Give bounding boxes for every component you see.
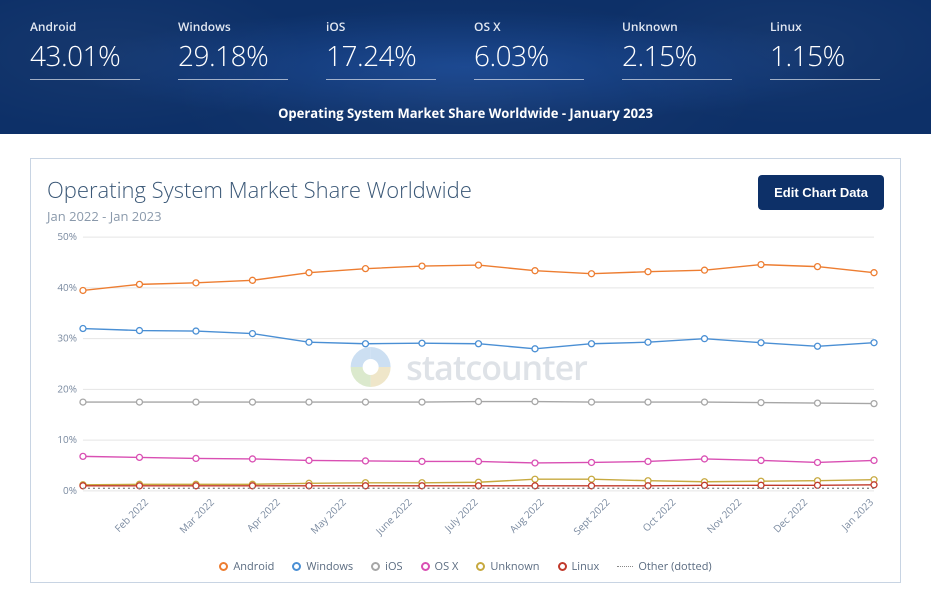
legend-line-icon [617, 566, 633, 567]
svg-text:Jan 2023: Jan 2023 [837, 495, 876, 534]
stat-label: Windows [178, 18, 288, 35]
legend-label: Unknown [490, 559, 539, 574]
stat-label: iOS [326, 18, 436, 35]
stat-value: 29.18% [178, 37, 288, 80]
svg-text:0%: 0% [63, 483, 77, 497]
chart-header: Operating System Market Share Worldwide … [47, 175, 884, 225]
svg-text:10%: 10% [57, 432, 77, 446]
legend-label: Linux [572, 559, 600, 574]
legend-marker-icon [476, 562, 485, 571]
stat-label: Unknown [622, 18, 732, 35]
chart-plot-area: 0% 10% 20% 30% 40% 50% Feb 2022 Mar 2022 Apr 202… [47, 233, 884, 553]
stats-row: Android 43.01% Windows 29.18% iOS 17.24% OS X 6… [30, 18, 901, 80]
svg-text:20%: 20% [57, 381, 77, 395]
stat-item: Linux 1.15% [770, 18, 880, 80]
stat-value: 6.03% [474, 37, 584, 80]
stat-value: 1.15% [770, 37, 880, 80]
content-area: Operating System Market Share Worldwide … [0, 134, 931, 593]
legend-label: Other (dotted) [638, 559, 711, 574]
chart-title: Operating System Market Share Worldwide [47, 175, 472, 205]
svg-text:Apr 2022: Apr 2022 [243, 495, 283, 535]
stat-item: Android 43.01% [30, 18, 140, 80]
legend-label: iOS [385, 559, 402, 574]
svg-text:June 2022: June 2022 [372, 495, 415, 538]
legend-label: Android [233, 559, 274, 574]
legend-item[interactable]: Android [219, 559, 274, 574]
stat-item: Unknown 2.15% [622, 18, 732, 80]
stat-label: Linux [770, 18, 880, 35]
hero-title: Operating System Market Share Worldwide … [30, 104, 901, 122]
legend-item[interactable]: Windows [292, 559, 353, 574]
svg-text:Nov 2022: Nov 2022 [703, 495, 744, 536]
legend-marker-icon [219, 562, 228, 571]
svg-text:Oct 2022: Oct 2022 [639, 495, 678, 534]
svg-text:Dec 2022: Dec 2022 [770, 495, 811, 536]
legend-item[interactable]: Other (dotted) [617, 559, 711, 574]
legend-item[interactable]: iOS [371, 559, 402, 574]
legend-marker-icon [558, 562, 567, 571]
stat-item: iOS 17.24% [326, 18, 436, 80]
stat-value: 43.01% [30, 37, 140, 80]
svg-text:May 2022: May 2022 [307, 495, 349, 537]
legend-item[interactable]: Linux [558, 559, 600, 574]
legend-label: Windows [306, 559, 353, 574]
legend-item[interactable]: OS X [421, 559, 459, 574]
svg-text:Mar 2022: Mar 2022 [176, 495, 217, 536]
svg-text:Feb 2022: Feb 2022 [111, 495, 151, 535]
hero-banner: Android 43.01% Windows 29.18% iOS 17.24% OS X 6… [0, 0, 931, 134]
stat-item: OS X 6.03% [474, 18, 584, 80]
stat-value: 2.15% [622, 37, 732, 80]
stat-label: OS X [474, 18, 584, 35]
legend-marker-icon [371, 562, 380, 571]
chart-card: Operating System Market Share Worldwide … [30, 158, 901, 583]
edit-chart-button[interactable]: Edit Chart Data [758, 175, 884, 210]
legend-label: OS X [435, 559, 459, 574]
svg-text:40%: 40% [57, 280, 77, 294]
chart-legend: Android Windows iOS OS X Unknown Linux Other (… [47, 559, 884, 574]
chart-subtitle: Jan 2022 - Jan 2023 [47, 207, 472, 225]
stat-value: 17.24% [326, 37, 436, 80]
legend-marker-icon [421, 562, 430, 571]
svg-text:50%: 50% [57, 233, 77, 243]
svg-text:Sept 2022: Sept 2022 [570, 495, 613, 538]
stat-label: Android [30, 18, 140, 35]
svg-text:Aug 2022: Aug 2022 [506, 495, 547, 536]
legend-marker-icon [292, 562, 301, 571]
svg-text:July 2022: July 2022 [441, 495, 481, 535]
legend-item[interactable]: Unknown [476, 559, 539, 574]
svg-text:30%: 30% [57, 331, 77, 345]
chart-svg: 0% 10% 20% 30% 40% 50% Feb 2022 Mar 2022 Apr 202… [47, 233, 884, 553]
stat-item: Windows 29.18% [178, 18, 288, 80]
